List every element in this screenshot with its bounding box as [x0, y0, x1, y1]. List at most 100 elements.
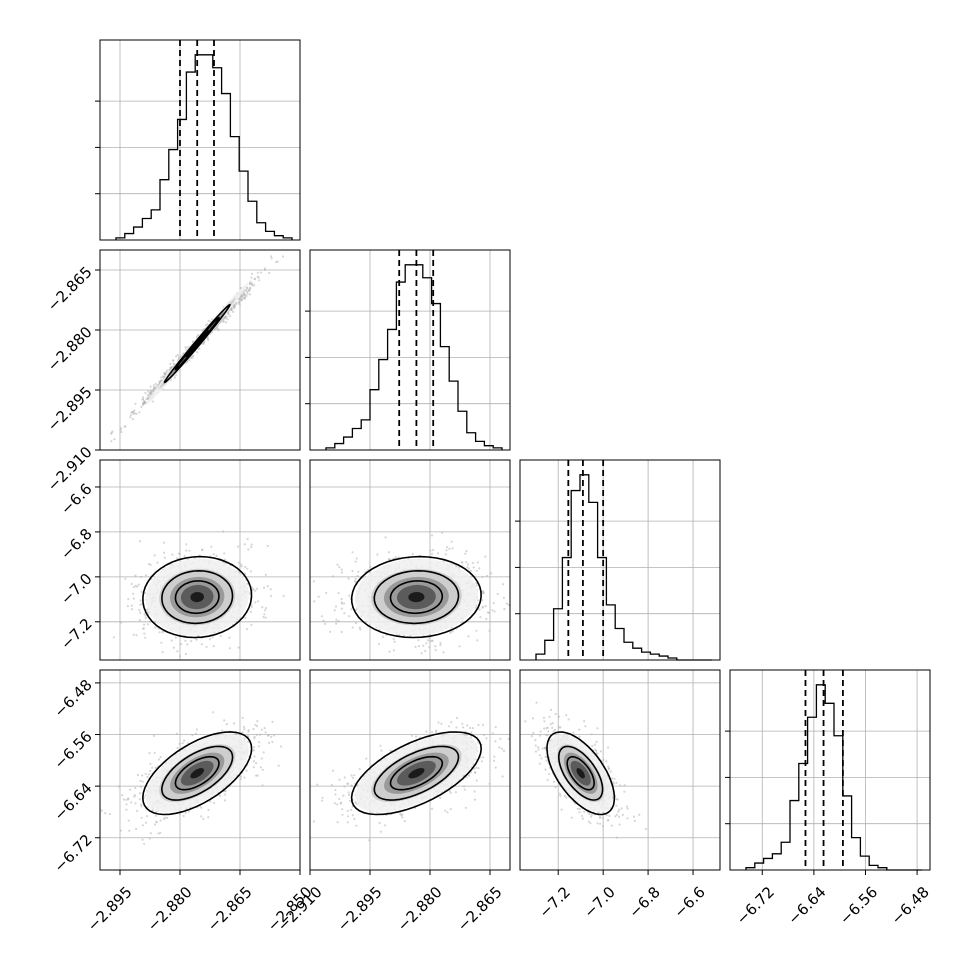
scatter-point — [271, 720, 274, 723]
scatter-point — [256, 271, 259, 274]
scatter-point — [430, 552, 434, 555]
scatter-point — [164, 372, 167, 375]
scatter-point — [246, 292, 249, 295]
scatter-point — [551, 722, 554, 725]
scatter-point — [140, 590, 143, 594]
scatter-point — [144, 574, 148, 577]
scatter-point — [464, 552, 467, 555]
scatter-point — [212, 711, 215, 714]
scatter-point — [392, 638, 395, 641]
scatter-point — [188, 359, 191, 362]
contour-0 — [389, 580, 444, 615]
scatter-point — [252, 727, 255, 731]
scatter-point — [249, 570, 252, 573]
scatter-point — [430, 639, 434, 643]
scatter-point — [180, 643, 183, 646]
scatter-point — [559, 794, 562, 797]
scatter-point — [545, 759, 548, 762]
scatter-point — [152, 384, 155, 387]
scatter-point — [151, 766, 154, 769]
scatter-point — [243, 297, 246, 300]
scatter-point — [245, 769, 248, 772]
scatter-point — [250, 272, 254, 275]
scatter-point — [154, 626, 157, 629]
scatter-point — [242, 725, 246, 729]
scatter-point — [471, 727, 474, 730]
scatter-point — [157, 832, 160, 835]
scatter-point — [422, 644, 425, 647]
scatter-point — [436, 552, 440, 555]
scatter-point — [591, 744, 594, 748]
scatter-point — [340, 607, 343, 610]
scatter-point — [248, 293, 252, 296]
scatter-point — [157, 758, 161, 761]
scatter-point — [140, 405, 143, 409]
scatter-point — [376, 553, 379, 556]
scatter-point — [351, 814, 354, 817]
scatter-point — [473, 790, 476, 793]
scatter-point — [607, 765, 610, 768]
scatter-point — [346, 782, 349, 786]
histogram-0 — [115, 54, 293, 240]
scatter-point — [342, 794, 345, 797]
scatter-point — [139, 785, 142, 789]
scatter-point — [248, 592, 252, 595]
scatter-point — [156, 561, 159, 564]
scatter-point — [440, 722, 443, 725]
scatter-point — [149, 769, 152, 773]
scatter-point — [466, 724, 469, 727]
contour-1 — [161, 569, 234, 625]
scatter-point — [463, 788, 466, 791]
scatter-point — [158, 631, 161, 634]
scatter-point — [165, 369, 169, 372]
scatter-point — [176, 747, 179, 750]
scatter-point — [195, 728, 198, 731]
scatter-point — [491, 732, 494, 735]
scatter-point — [343, 612, 346, 615]
scatter-point — [159, 831, 162, 834]
scatter-point — [159, 755, 162, 759]
scatter-point — [475, 629, 478, 632]
scatter-point — [275, 261, 278, 264]
scatter-point — [335, 622, 338, 625]
scatter-point — [397, 556, 400, 559]
scatter-point — [227, 313, 230, 316]
scatter-point — [498, 746, 501, 749]
scatter-point — [341, 808, 344, 811]
scatter-point — [473, 798, 476, 801]
scatter-point — [410, 734, 413, 737]
scatter-point — [210, 545, 213, 548]
scatter-point — [486, 611, 490, 614]
scatter-point — [474, 771, 477, 774]
scatter-point — [633, 819, 637, 823]
scatter-point — [348, 799, 351, 802]
scatter-point — [131, 418, 134, 421]
scatter-point — [488, 629, 491, 632]
scatter-point — [144, 636, 147, 639]
scatter-point — [448, 547, 451, 551]
contour-0 — [185, 329, 209, 358]
scatter-point — [425, 730, 428, 733]
scatter-point — [230, 308, 233, 312]
scatter-point — [437, 721, 440, 724]
scatter-point — [127, 798, 130, 801]
scatter-point — [153, 751, 156, 754]
scatter-point — [557, 715, 561, 718]
scatter-point — [184, 346, 187, 349]
scatter-point — [336, 803, 339, 806]
scatter-point — [250, 543, 253, 546]
scatter-point — [247, 548, 250, 551]
scatter-point — [154, 814, 157, 817]
scatter-point — [340, 598, 343, 601]
scatter-point — [222, 530, 225, 533]
scatter-point — [253, 749, 256, 752]
scatter-point — [455, 716, 459, 720]
scatter-point — [119, 829, 122, 832]
scatter-point — [565, 796, 568, 799]
scatter-point — [113, 438, 116, 441]
scatter-point — [494, 740, 497, 743]
scatter-point — [348, 594, 351, 597]
scatter-point — [485, 574, 489, 577]
scatter-point — [461, 561, 464, 564]
scatter-point — [155, 820, 158, 823]
